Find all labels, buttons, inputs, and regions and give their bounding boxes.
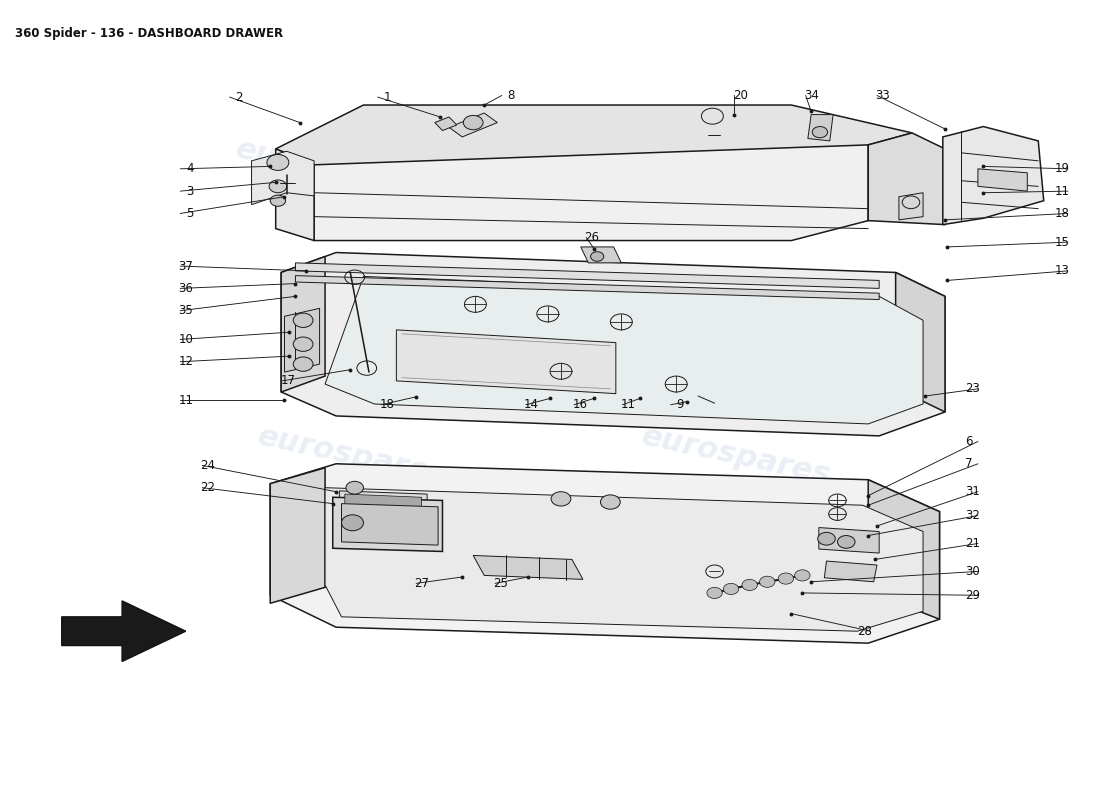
Text: 2: 2 [235, 90, 243, 103]
Circle shape [294, 313, 313, 327]
Circle shape [591, 252, 604, 262]
Circle shape [551, 492, 571, 506]
Polygon shape [282, 253, 945, 436]
Text: 34: 34 [804, 89, 818, 102]
Text: 33: 33 [876, 89, 890, 102]
Text: 37: 37 [178, 259, 194, 273]
Polygon shape [344, 494, 421, 516]
Polygon shape [899, 193, 923, 220]
Polygon shape [315, 121, 868, 241]
Text: 15: 15 [1055, 236, 1069, 249]
Circle shape [817, 532, 835, 545]
Text: 12: 12 [178, 355, 194, 368]
Text: 32: 32 [965, 509, 980, 522]
Text: 26: 26 [584, 231, 600, 244]
Text: 24: 24 [200, 459, 216, 472]
Polygon shape [868, 133, 945, 225]
Text: 18: 18 [379, 398, 394, 411]
Polygon shape [473, 555, 583, 579]
Circle shape [812, 126, 827, 138]
Polygon shape [978, 169, 1027, 191]
Polygon shape [276, 149, 315, 241]
Circle shape [778, 573, 793, 584]
Circle shape [707, 587, 723, 598]
Circle shape [794, 570, 810, 581]
Circle shape [271, 195, 286, 206]
Polygon shape [271, 464, 939, 643]
Polygon shape [818, 527, 879, 553]
Text: 11: 11 [1055, 185, 1069, 198]
Polygon shape [332, 498, 442, 551]
Text: 11: 11 [620, 398, 636, 411]
Text: 31: 31 [965, 485, 980, 498]
Polygon shape [581, 247, 622, 263]
Circle shape [270, 180, 287, 193]
Polygon shape [285, 308, 320, 372]
Text: eurospares: eurospares [255, 422, 450, 490]
Text: 30: 30 [965, 565, 979, 578]
Text: 16: 16 [572, 398, 587, 411]
Circle shape [463, 115, 483, 130]
Text: 36: 36 [178, 282, 194, 295]
Text: 20: 20 [733, 89, 748, 102]
Text: 13: 13 [1055, 264, 1069, 278]
Polygon shape [252, 151, 315, 205]
Polygon shape [396, 330, 616, 394]
Text: 21: 21 [965, 537, 980, 550]
Polygon shape [276, 105, 912, 165]
Polygon shape [807, 114, 833, 141]
Text: 35: 35 [178, 304, 194, 318]
Circle shape [294, 357, 313, 371]
Circle shape [760, 576, 774, 587]
Circle shape [267, 154, 289, 170]
Text: 23: 23 [965, 382, 980, 395]
Polygon shape [824, 561, 877, 582]
Text: 9: 9 [676, 398, 684, 411]
Text: 19: 19 [1055, 162, 1069, 175]
Circle shape [341, 515, 363, 530]
Text: 25: 25 [494, 577, 508, 590]
Polygon shape [943, 126, 1044, 225]
Text: eurospares: eurospares [233, 134, 428, 203]
Polygon shape [296, 263, 879, 288]
Text: 3: 3 [186, 185, 194, 198]
Text: 6: 6 [965, 435, 972, 448]
Polygon shape [326, 277, 923, 424]
Text: 22: 22 [200, 481, 216, 494]
Polygon shape [339, 491, 427, 519]
Polygon shape [341, 504, 438, 545]
Text: 10: 10 [178, 333, 194, 346]
Text: 4: 4 [186, 162, 194, 175]
Polygon shape [434, 117, 456, 130]
Polygon shape [271, 468, 326, 603]
Polygon shape [62, 601, 186, 662]
Circle shape [294, 337, 313, 351]
Text: 1: 1 [384, 90, 390, 103]
Polygon shape [282, 257, 326, 392]
Text: 17: 17 [280, 374, 296, 387]
Text: 8: 8 [507, 89, 515, 102]
Circle shape [601, 495, 620, 510]
Circle shape [345, 482, 363, 494]
Polygon shape [449, 113, 497, 137]
Text: 7: 7 [965, 458, 972, 470]
Polygon shape [296, 276, 879, 299]
Circle shape [837, 535, 855, 548]
Text: 14: 14 [524, 398, 539, 411]
Text: 5: 5 [186, 207, 194, 220]
Text: 360 Spider - 136 - DASHBOARD DRAWER: 360 Spider - 136 - DASHBOARD DRAWER [14, 27, 283, 40]
Text: 29: 29 [965, 589, 980, 602]
Text: 11: 11 [178, 394, 194, 406]
Text: 28: 28 [857, 625, 872, 638]
Polygon shape [895, 273, 945, 412]
Circle shape [724, 583, 739, 594]
Polygon shape [868, 480, 939, 619]
Polygon shape [326, 488, 923, 631]
Text: 27: 27 [415, 577, 429, 590]
Text: eurospares: eurospares [639, 422, 834, 490]
Text: 18: 18 [1055, 207, 1069, 220]
Text: eurospares: eurospares [584, 142, 779, 211]
Circle shape [742, 579, 758, 590]
